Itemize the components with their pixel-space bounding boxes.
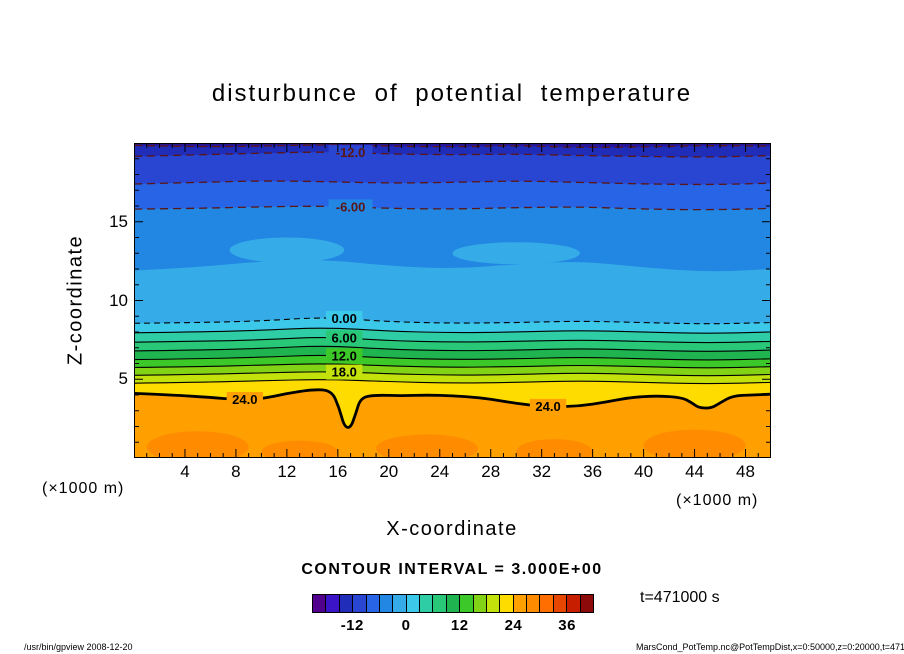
colorbar-cell [579, 595, 593, 612]
colorbar-cell [552, 595, 567, 612]
colorbar-cell [445, 595, 460, 612]
svg-text:24.0: 24.0 [535, 399, 560, 414]
y-tick-label: 15 [109, 211, 128, 231]
x-tick-label: 28 [481, 462, 501, 481]
colorbar-cell [338, 595, 353, 612]
contour-interval-label: CONTOUR INTERVAL = 3.000E+00 [301, 561, 603, 578]
svg-text:24.0: 24.0 [232, 392, 257, 407]
footer-dataset: MarsCond_PotTemp.nc@PotTempDist,x=0:5000… [636, 642, 904, 652]
x-tick-label: 20 [379, 462, 399, 481]
colorbar-cell [378, 595, 393, 612]
y-tick-label: 10 [109, 290, 128, 310]
svg-text:-6.00: -6.00 [336, 199, 366, 214]
x-tick-label: 24 [430, 462, 450, 481]
colorbar-cell [313, 595, 326, 612]
colorbar-cell [512, 595, 526, 612]
colorbar-cell [365, 595, 379, 612]
colorbar-tick-label: 12 [450, 617, 469, 634]
colorbar-cell [485, 595, 500, 612]
colorbar-cell [392, 595, 406, 612]
plot-title: disturbunce of potential temperature [211, 80, 693, 107]
colorbar-cell [472, 595, 486, 612]
x-tick-label: 12 [277, 462, 297, 481]
svg-text:-12.0: -12.0 [336, 145, 366, 160]
colorbar-cell [432, 595, 446, 612]
colorbar [312, 594, 594, 613]
x-tick-label: 36 [583, 462, 603, 481]
time-label: t=471000 s [640, 589, 720, 606]
colorbar-cell [419, 595, 433, 612]
svg-text:18.0: 18.0 [332, 365, 357, 380]
colorbar-cell [539, 595, 553, 612]
x-tick-label: 40 [634, 462, 654, 481]
colorbar-cell [352, 595, 366, 612]
x-tick-label: 8 [231, 462, 241, 481]
colorbar-tick-label: -12 [340, 617, 364, 634]
colorbar-tick-label: 24 [504, 617, 523, 634]
colorbar-tick-label: 36 [558, 617, 576, 634]
svg-text:12.0: 12.0 [332, 348, 357, 363]
contour-plot: -12.0 -6.00 0.00 6.00 12.0 18.0 24.0 24.0 [133, 142, 772, 465]
svg-text:6.00: 6.00 [332, 330, 357, 345]
x-tick-label: 44 [685, 462, 704, 481]
colorbar-cell [459, 595, 473, 612]
colorbar-cell [499, 595, 513, 612]
x-tick-label: 4 [180, 462, 190, 481]
x-tick-label: 48 [736, 462, 755, 481]
colorbar-cell [526, 595, 540, 612]
plot-area: -12.0 -6.00 0.00 6.00 12.0 18.0 24.0 24.0 [133, 142, 772, 465]
x-axis-label: X-coordinate [386, 518, 518, 540]
x-axis-unit-label: (×1000 m) [676, 492, 759, 509]
x-tick-label: 16 [328, 462, 348, 481]
svg-text:0.00: 0.00 [332, 311, 357, 326]
colorbar-cell [566, 595, 580, 612]
y-tick-label: 5 [118, 369, 128, 389]
colorbar-cell [405, 595, 419, 612]
colorbar-tick-labels: -12 0 12 24 36 [312, 617, 594, 635]
footer-command: /usr/bin/gpview 2008-12-20 [24, 642, 133, 652]
colorbar-tick-label: 0 [401, 617, 411, 634]
y-axis-label: Z-coordinate [64, 234, 87, 366]
x-tick-label: 32 [532, 462, 552, 481]
y-axis-unit-label: (×1000 m) [42, 480, 125, 497]
colorbar-cell [325, 595, 339, 612]
